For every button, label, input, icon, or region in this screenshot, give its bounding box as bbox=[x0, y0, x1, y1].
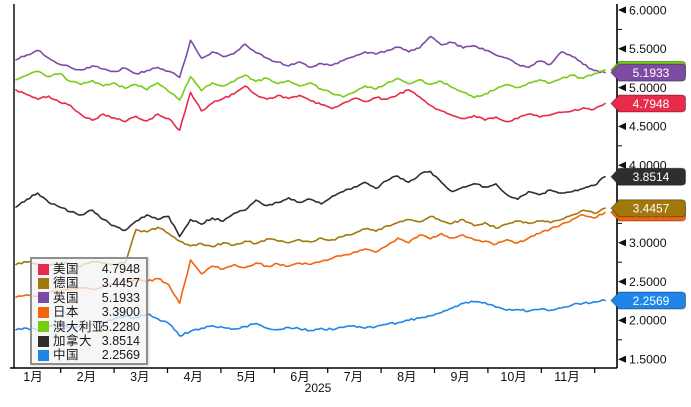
y-tick-label: 5.0000 bbox=[629, 81, 667, 95]
value-tag-us: 4.7948 bbox=[610, 94, 686, 113]
series-line-uk bbox=[15, 35, 606, 79]
y-axis-ticks: 6.00005.50005.00004.50004.00003.00002.50… bbox=[617, 3, 667, 367]
series-line-us bbox=[15, 85, 606, 132]
y-tick-label: 4.5000 bbox=[629, 120, 667, 134]
legend-name: 澳大利亚 bbox=[53, 319, 102, 334]
y-tick-arrow bbox=[618, 122, 626, 130]
legend-item-uk: 英国 5.1933 bbox=[38, 291, 140, 305]
x-month-label: 6月 bbox=[290, 370, 309, 384]
legend-item-germany: 德国 3.4457 bbox=[38, 276, 140, 290]
x-month-label: 8月 bbox=[397, 370, 416, 384]
legend-value: 5.1933 bbox=[101, 290, 140, 305]
y-tick-label: 5.5000 bbox=[629, 42, 667, 56]
x-month-label: 10月 bbox=[500, 370, 526, 384]
legend-name: 英国 bbox=[53, 290, 80, 305]
value-tag-text: 2.2569 bbox=[633, 294, 670, 308]
y-tick-label: 1.5000 bbox=[629, 353, 667, 367]
y-tick-label: 3.0000 bbox=[629, 236, 667, 250]
legend-swatch-japan bbox=[38, 306, 49, 318]
legend-value: 3.8514 bbox=[101, 333, 140, 348]
legend-swatch-uk bbox=[38, 292, 49, 304]
legend-value: 3.3900 bbox=[101, 305, 140, 320]
legend-item-china: 中国 2.2569 bbox=[38, 348, 140, 362]
x-month-label: 3月 bbox=[130, 370, 149, 384]
legend-swatch-australia bbox=[38, 321, 49, 333]
legend-value: 4.7948 bbox=[101, 262, 140, 276]
x-month-label: 11月 bbox=[554, 370, 579, 384]
y-tick-arrow bbox=[618, 161, 626, 169]
y-tick-label: 2.5000 bbox=[629, 275, 667, 289]
legend-item-us: 美国 4.7948 bbox=[38, 262, 140, 276]
value-tags: 5.22805.19333.39003.44574.79483.85142.25… bbox=[610, 60, 686, 310]
legend-name: 日本 bbox=[53, 305, 80, 320]
legend-name: 美国 bbox=[53, 262, 80, 276]
x-month-label: 7月 bbox=[344, 370, 363, 384]
y-tick-arrow bbox=[618, 84, 626, 92]
value-tag-canada: 3.8514 bbox=[610, 167, 686, 186]
series-line-canada bbox=[15, 170, 606, 238]
legend-name: 加拿大 bbox=[53, 333, 93, 348]
legend-swatch-china bbox=[38, 350, 49, 362]
x-month-label: 2月 bbox=[77, 370, 96, 384]
x-month-label: 5月 bbox=[237, 370, 256, 384]
x-month-label: 9月 bbox=[450, 370, 469, 384]
y-tick-arrow bbox=[618, 355, 626, 363]
legend-swatch-us bbox=[38, 263, 49, 275]
value-tag-china: 2.2569 bbox=[610, 291, 686, 310]
y-tick-arrow bbox=[618, 278, 626, 286]
series-line-australia bbox=[15, 69, 606, 101]
value-tag-uk: 5.1933 bbox=[610, 63, 686, 82]
legend-item-canada: 加拿大 3.8514 bbox=[38, 334, 140, 348]
value-tag-text: 3.8514 bbox=[633, 170, 670, 184]
year-label: 2025 bbox=[305, 381, 332, 395]
legend-value: 5.2280 bbox=[101, 319, 140, 334]
y-tick-arrow bbox=[618, 316, 626, 324]
legend-name: 中国 bbox=[53, 348, 80, 363]
value-tag-text: 3.4457 bbox=[633, 202, 670, 216]
value-tag-text: 4.7948 bbox=[633, 97, 670, 111]
legend-name: 德国 bbox=[53, 276, 80, 291]
value-tag-text: 5.1933 bbox=[633, 66, 670, 80]
legend-swatch-germany bbox=[38, 278, 49, 290]
legend-value: 3.4457 bbox=[101, 276, 140, 291]
x-month-label: 4月 bbox=[183, 370, 202, 384]
y-tick-label: 6.0000 bbox=[629, 3, 667, 17]
legend-item-australia: 澳大利亚 5.2280 bbox=[38, 320, 140, 334]
x-axis-ticks: 1月 2月 3月 4月 5月 6月 7月 8月 9月 10月 11月 bbox=[23, 368, 596, 384]
legend: 美国 4.7948 德国 3.4457 英国 5.1933 日本 3.3900 澳大利亚 5.22… bbox=[30, 257, 148, 365]
y-tick-arrow bbox=[618, 6, 626, 14]
y-tick-label: 2.0000 bbox=[629, 314, 667, 328]
legend-swatch-canada bbox=[38, 335, 49, 347]
y-tick-arrow bbox=[618, 239, 626, 247]
legend-value: 2.2569 bbox=[101, 348, 140, 363]
value-tag-germany: 3.4457 bbox=[610, 199, 686, 218]
legend-item-japan: 日本 3.3900 bbox=[38, 305, 140, 319]
x-month-label: 1月 bbox=[23, 370, 42, 384]
y-tick-arrow bbox=[618, 45, 626, 53]
